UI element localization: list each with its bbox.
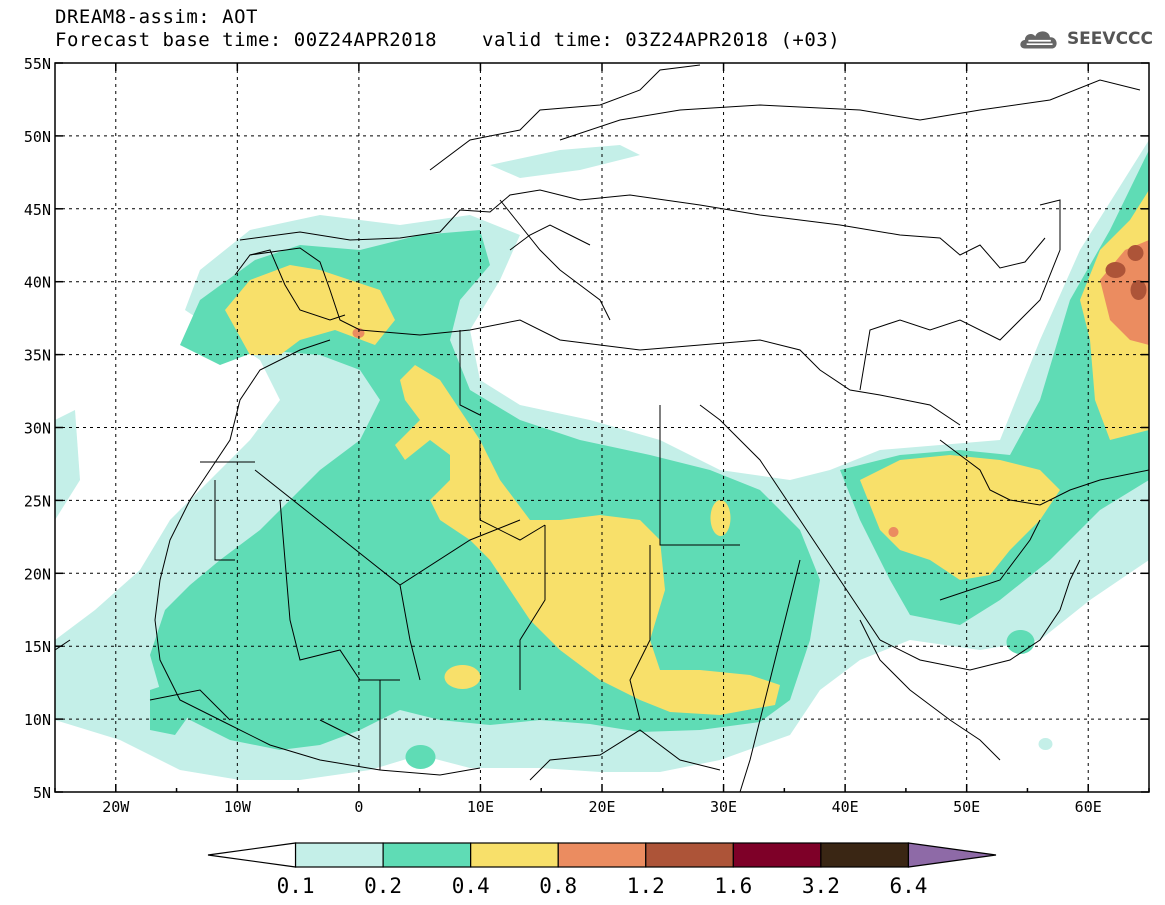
axis-ticks xyxy=(54,62,1150,793)
aot-band-1.2-1.6 xyxy=(1105,245,1147,300)
lat-label: 35N xyxy=(24,347,51,365)
legend-swatch xyxy=(294,842,384,868)
legend-swatch xyxy=(732,842,822,868)
lat-label: 25N xyxy=(24,492,51,510)
legend-label: 0.2 xyxy=(364,874,402,898)
lon-label: 10E xyxy=(467,798,494,816)
legend-swatch xyxy=(470,842,559,868)
aot-band-0.4-0.8 xyxy=(225,190,1149,715)
forecast-base-time: Forecast base time: 00Z24APR2018 xyxy=(55,29,438,51)
legend-swatch xyxy=(645,842,734,868)
map-frame xyxy=(54,62,1150,793)
legend-label: 0.4 xyxy=(452,874,490,898)
lat-label: 10N xyxy=(24,711,51,729)
logo-text: SEEVCCC xyxy=(1066,29,1153,49)
legend-label: 1.6 xyxy=(714,874,752,898)
lon-label: 20W xyxy=(102,798,130,816)
lat-label: 15N xyxy=(24,638,51,656)
legend-label: 3.2 xyxy=(802,874,840,898)
legend-label: 1.2 xyxy=(627,874,665,898)
legend-swatch xyxy=(820,842,910,868)
lat-label: 40N xyxy=(24,274,51,292)
legend-label: 6.4 xyxy=(889,874,927,898)
lon-label: 40E xyxy=(832,798,859,816)
color-legend: 0.1 0.2 0.4 0.8 1.2 1.6 3.2 6.4 xyxy=(207,842,997,898)
latitude-labels: 55N 50N 45N 40N 35N 30N 25N 20N 15N 10N 5N xyxy=(24,55,51,802)
lon-label: 60E xyxy=(1075,798,1102,816)
legend-arrow-high xyxy=(907,842,997,868)
map-title: DREAM8-assim: AOT xyxy=(55,6,258,28)
seevccc-logo: SEEVCCC xyxy=(1018,22,1153,56)
longitude-labels: 20W 10W 0 10E 20E 30E 40E 50E 60E xyxy=(102,798,1102,816)
legend-label: 0.1 xyxy=(277,874,315,898)
lat-label: 5N xyxy=(33,784,51,802)
lon-label: 30E xyxy=(710,798,737,816)
graticule xyxy=(55,63,1149,792)
lat-label: 55N xyxy=(24,55,51,73)
lon-label: 0 xyxy=(354,798,363,816)
lat-label: 50N xyxy=(24,128,51,146)
valid-time: valid time: 03Z24APR2018 (+03) xyxy=(482,29,841,51)
lat-label: 20N xyxy=(24,565,51,583)
legend-arrow-low xyxy=(207,842,297,868)
lon-label: 20E xyxy=(588,798,615,816)
lon-label: 10W xyxy=(224,798,252,816)
lat-label: 45N xyxy=(24,201,51,219)
aot-field xyxy=(55,140,1149,780)
legend-label: 0.8 xyxy=(539,874,577,898)
cloud-icon xyxy=(1020,31,1057,49)
lat-label: 30N xyxy=(24,420,51,438)
lon-label: 50E xyxy=(953,798,980,816)
coastlines-and-borders xyxy=(55,64,1149,792)
legend-swatch xyxy=(557,842,647,868)
legend-swatch xyxy=(382,842,472,868)
